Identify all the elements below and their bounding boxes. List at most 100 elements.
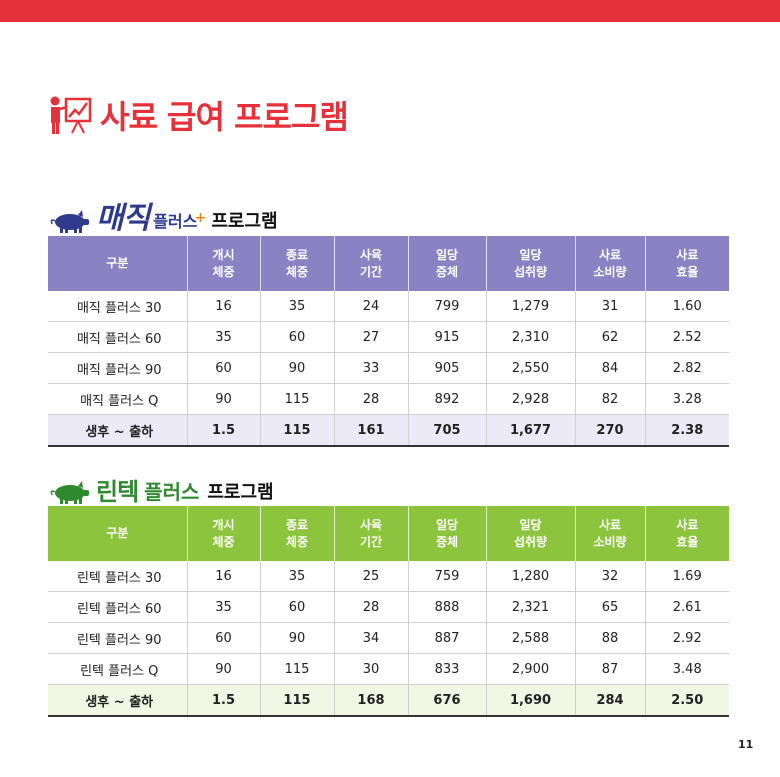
table-row: 매직 플러스 30 16 35 24 799 1,279 31 1.60 [48,291,729,322]
header-line1: 개시 [212,247,235,262]
header-line2: 섭취량 [513,264,548,279]
table-cell: 705 [407,414,486,447]
header-line1: 사료 [598,517,622,532]
header-line1: 사료 [598,247,622,262]
table-cell: 161 [333,414,408,447]
header-line2: 체중 [285,264,309,279]
table-cell: 1.69 [644,561,729,592]
table-cell: 888 [407,591,486,623]
table-cell: 88 [574,622,645,654]
table-cell: 35 [186,321,260,353]
table-row: 린텍 플러스 60 35 60 28 888 2,321 65 2.61 [48,591,729,623]
table-cell: 35 [259,561,334,592]
table-cell: 284 [574,684,645,717]
plus-mark: + [194,210,207,226]
table-cell: 35 [186,591,260,623]
lintech-program-word: 프로그램 [207,482,274,503]
table-cell: 799 [407,291,486,322]
table-cell: 린텍 플러스 60 [48,591,187,623]
table-cell: 60 [186,622,260,654]
header-cell: 일당 섭취량 [485,236,575,291]
header-line2: 체중 [212,264,235,279]
header-line2: 체중 [285,534,309,549]
table-cell: 90 [259,622,334,654]
table-row: 린텍 플러스 90 60 90 34 887 2,588 88 2.92 [48,622,729,654]
pig-icon [50,210,89,233]
header-cell: 사료 효율 [644,506,729,561]
table-cell: 2.61 [644,591,729,623]
table-cell: 1.5 [186,414,260,447]
header-line1: 사육 [359,247,383,262]
total-row: 생후 ~ 출하 1.5 115 161 705 1,677 270 2.38 [48,414,729,447]
header-cell: 개시 체중 [186,506,260,561]
table-cell: 887 [407,622,486,654]
table-cell: 32 [574,561,645,592]
table-row: 매직 플러스 Q 90 115 28 892 2,928 82 3.28 [48,383,729,415]
magic-program-word: 프로그램 [211,211,278,232]
table-row: 매직 플러스 90 60 90 33 905 2,550 84 2.82 [48,352,729,384]
table-cell: 90 [186,653,260,685]
table-row: 린텍 플러스 30 16 35 25 759 1,280 32 1.69 [48,561,729,592]
page-number: 11 [738,738,754,751]
table-cell: 1.60 [644,291,729,322]
magic-plus-table: 구분 개시 체중 종료 체중 사육 기간 일당 증체 일당 섭취량 사료 소비량 사료 효율 … [48,236,729,447]
table-cell: 2.38 [644,414,729,447]
table-cell: 2.50 [644,684,729,717]
table-cell: 87 [574,653,645,685]
total-row: 생후 ~ 출하 1.5 115 168 676 1,690 284 2.50 [48,684,729,717]
table-cell: 2,310 [485,321,575,353]
lintech-brand-main: 린텍 [96,478,139,506]
table-cell: 린텍 플러스 Q [48,653,187,685]
magic-brand-sub: 플러스 + [153,207,206,237]
magic-plus-section: 매직 플러스 + 프로그램 구분 개시 체중 종료 체중 사육 기간 일당 증체 일당 섭… [48,197,729,447]
table-cell: 2.52 [644,321,729,353]
table-cell: 84 [574,352,645,384]
table-cell: 833 [407,653,486,685]
header-cell: 종료 체중 [259,506,334,561]
table-cell: 60 [259,321,334,353]
header-line1: 사료 [676,247,699,262]
table-cell: 2,588 [485,622,575,654]
table-cell: 35 [259,291,334,322]
table-cell: 1,279 [485,291,575,322]
header-line1: 사료 [676,517,699,532]
pig-icon [50,481,89,504]
table-cell: 27 [333,321,408,353]
table-cell: 2,550 [485,352,575,384]
header-cell: 일당 증체 [407,236,486,291]
header-line2: 증체 [435,534,459,549]
table-cell: 2.92 [644,622,729,654]
header-line1: 사육 [359,517,383,532]
table-cell: 2,321 [485,591,575,623]
table-cell: 린텍 플러스 90 [48,622,187,654]
table-cell: 915 [407,321,486,353]
table-cell: 892 [407,383,486,415]
table-cell: 2,900 [485,653,575,685]
lintech-brand-sub: 플러스 [144,480,200,504]
header-cell: 일당 증체 [407,506,486,561]
table-cell: 168 [333,684,408,717]
table-cell: 115 [259,414,334,447]
table-cell: 28 [333,383,408,415]
header-line2: 기간 [359,534,383,549]
header-line2: 소비량 [593,534,627,549]
table-cell: 1,690 [485,684,575,717]
table-cell: 28 [333,591,408,623]
table-cell: 270 [574,414,645,447]
header-line1: 일당 [435,247,459,262]
lintech-plus-section: 린텍 플러스 프로그램 구분 개시 체중 종료 체중 사육 기간 일당 증체 일당 섭취량… [48,468,729,717]
header-cell: 구분 [48,506,187,561]
table-cell: 34 [333,622,408,654]
header-line1: 개시 [212,517,235,532]
table-cell: 905 [407,352,486,384]
header-line2: 소비량 [593,264,627,279]
table-cell: 60 [186,352,260,384]
table-header-row: 구분 개시 체중 종료 체중 사육 기간 일당 증체 일당 섭취량 사료 소비량 사료 효율 [48,506,729,561]
table-cell: 16 [186,291,260,322]
header-cell: 구분 [48,236,187,291]
page-title-text: 사료 급여 프로그램 [100,98,349,136]
table-cell: 2,928 [485,383,575,415]
